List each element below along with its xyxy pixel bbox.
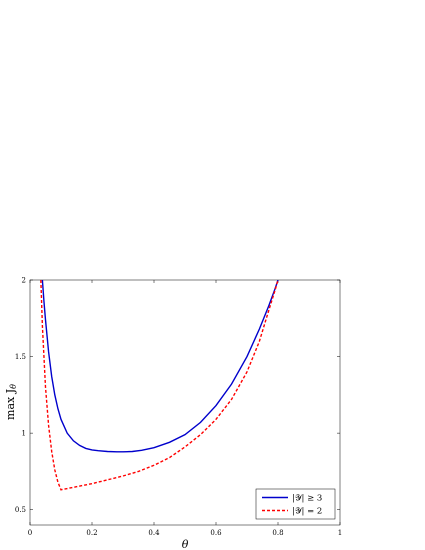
y-axis-title-sub: θ bbox=[9, 384, 18, 389]
x-tick-label: 0.8 bbox=[272, 529, 283, 537]
legend-box bbox=[255, 488, 336, 520]
series-group bbox=[40, 280, 279, 491]
x-tick-label: 0.4 bbox=[148, 529, 160, 537]
y-axis-ticks: 0.5 1 1.5 2 bbox=[15, 277, 340, 514]
y-tick-label: 1 bbox=[22, 430, 26, 438]
x-tick-label: 1 bbox=[338, 529, 342, 537]
x-tick-label: 0 bbox=[28, 529, 32, 537]
legend-label-series-2: |𝒴| = 2 bbox=[292, 507, 322, 517]
legend-label-series-1: |𝒴| ≥ 3 bbox=[292, 494, 322, 504]
legend: |𝒴| ≥ 3 |𝒴| = 2 bbox=[255, 488, 336, 520]
series-line-1 bbox=[41, 280, 279, 453]
x-axis-title: θ bbox=[182, 538, 189, 550]
y-tick-label: 2 bbox=[22, 277, 26, 285]
x-tick-label: 0.6 bbox=[210, 529, 222, 537]
x-tick-label: 0.2 bbox=[86, 529, 97, 537]
y-axis-title: max Jθ bbox=[4, 384, 18, 420]
y-axis-title-base: max J bbox=[4, 389, 17, 420]
plot-area bbox=[29, 279, 341, 526]
series-line-2 bbox=[40, 280, 279, 491]
y-tick-label: 1.5 bbox=[15, 353, 26, 361]
y-tick-label: 0.5 bbox=[15, 506, 26, 514]
